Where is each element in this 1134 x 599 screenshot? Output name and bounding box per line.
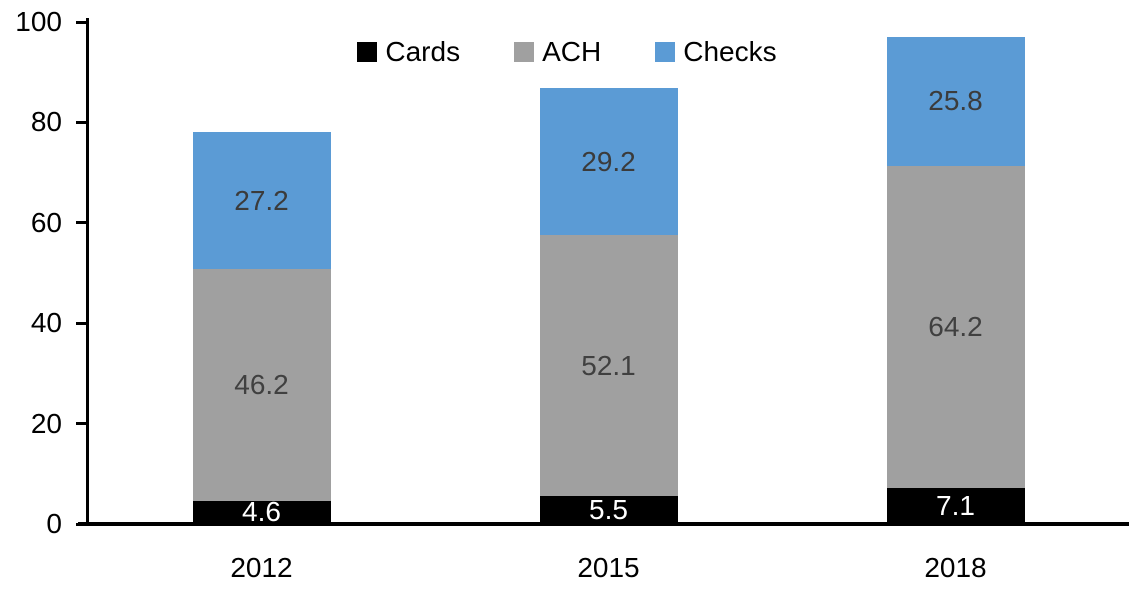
data-label-cards-2012: 4.6 bbox=[242, 496, 281, 528]
legend-swatch-checks bbox=[655, 42, 676, 62]
y-axis-line bbox=[86, 18, 89, 526]
y-tick-mark bbox=[76, 20, 89, 24]
y-tick-label: 60 bbox=[30, 206, 62, 238]
legend-entry-checks: Checks bbox=[655, 36, 777, 68]
bar-segment-ach-2012 bbox=[192, 268, 331, 501]
legend-label-cards: Cards bbox=[385, 36, 461, 67]
data-label-cards-2015: 5.5 bbox=[589, 494, 628, 526]
legend-entry-cards: Cards bbox=[357, 36, 460, 68]
y-tick-label: 40 bbox=[30, 307, 62, 339]
data-label-ach-2015: 52.1 bbox=[581, 349, 636, 381]
data-label-cards-2018: 7.1 bbox=[936, 490, 975, 522]
bar-segment-cards-2018 bbox=[886, 488, 1025, 524]
bar-segment-ach-2018 bbox=[886, 166, 1025, 489]
bar-segment-cards-2012 bbox=[192, 500, 331, 524]
y-tick-label: 80 bbox=[30, 106, 62, 138]
legend-entry-ach: ACH bbox=[514, 36, 601, 68]
y-tick-mark bbox=[76, 221, 89, 225]
y-tick-mark bbox=[76, 422, 89, 426]
y-tick-mark bbox=[76, 120, 89, 124]
legend-swatch-cards bbox=[357, 42, 378, 62]
data-label-ach-2018: 64.2 bbox=[928, 311, 983, 343]
data-label-checks-2018: 25.8 bbox=[928, 85, 983, 117]
legend-swatch-ach bbox=[514, 42, 535, 62]
bar-segment-checks-2018 bbox=[886, 36, 1025, 167]
y-tick-label: 0 bbox=[46, 508, 62, 539]
x-tick-label-2018: 2018 bbox=[924, 552, 987, 583]
bar-segment-checks-2015 bbox=[539, 88, 678, 235]
x-axis-line bbox=[78, 522, 1129, 526]
y-tick-mark bbox=[76, 321, 89, 325]
bar-segment-checks-2012 bbox=[192, 132, 331, 269]
y-tick-label: 100 bbox=[15, 6, 62, 37]
y-tick-label: 20 bbox=[30, 407, 62, 439]
x-tick-label-2015: 2015 bbox=[577, 552, 640, 583]
x-tick-label-2012: 2012 bbox=[230, 552, 293, 583]
bar-segment-cards-2015 bbox=[539, 496, 678, 524]
bar-segment-ach-2015 bbox=[539, 234, 678, 497]
data-label-ach-2012: 46.2 bbox=[234, 368, 289, 400]
legend-label-ach: ACH bbox=[542, 36, 602, 67]
y-tick-mark bbox=[76, 522, 89, 526]
legend-label-checks: Checks bbox=[683, 36, 777, 67]
data-label-checks-2012: 27.2 bbox=[234, 184, 289, 216]
data-label-checks-2015: 29.2 bbox=[581, 145, 636, 177]
legend: Cards ACH Checks bbox=[0, 36, 1134, 68]
